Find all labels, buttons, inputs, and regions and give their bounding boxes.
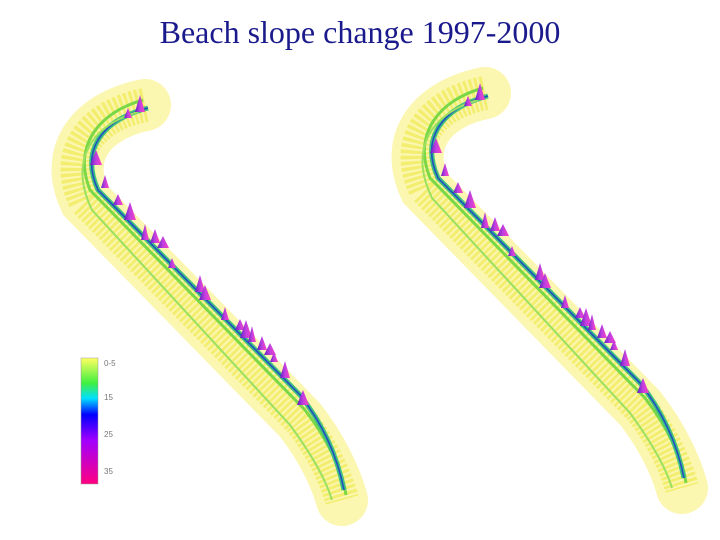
- slope-spike: [150, 229, 160, 243]
- slope-spikes: [90, 83, 649, 405]
- slope-spike: [597, 324, 607, 338]
- slope-spike: [575, 307, 585, 318]
- slope-spike: [157, 236, 169, 248]
- slope-spike: [280, 361, 290, 378]
- slope-spike: [199, 285, 211, 300]
- slope-spike: [497, 224, 509, 236]
- slope-spike: [464, 190, 476, 208]
- slope-spike: [561, 295, 569, 308]
- slope-spike: [580, 308, 592, 326]
- slope-spike: [539, 273, 551, 288]
- slope-spike: [297, 390, 309, 405]
- slope-spike: [135, 95, 145, 112]
- beach-model-2000: [418, 88, 686, 488]
- slope-spike: [90, 150, 102, 165]
- slope-spike: [430, 138, 442, 153]
- slope-spike: [588, 314, 596, 330]
- colorbar: [80, 357, 99, 485]
- slope-spike: [124, 108, 132, 118]
- slide-title: Beach slope change 1997-2000: [159, 14, 561, 50]
- slope-spike: [535, 263, 545, 280]
- colorbar-label: 25: [104, 430, 113, 439]
- slope-spike: [240, 320, 252, 338]
- slope-spike: [610, 340, 618, 350]
- slope-spike: [141, 224, 149, 240]
- beach-model-1997: [78, 100, 346, 500]
- slope-spike: [637, 378, 649, 393]
- slope-spike: [124, 202, 136, 220]
- slope-spike: [270, 352, 278, 362]
- colorbar-label: 0-5: [104, 359, 116, 368]
- slope-spike: [441, 163, 449, 176]
- slope-spike: [481, 212, 489, 228]
- slope-spike: [257, 336, 267, 350]
- slope-spike: [221, 307, 229, 320]
- slope-spike: [235, 319, 245, 330]
- slope-spike: [475, 83, 485, 100]
- slope-spike: [248, 326, 256, 342]
- slope-spike: [264, 343, 276, 355]
- slope-spike: [195, 275, 205, 292]
- slope-spike: [620, 349, 630, 366]
- slope-spike: [508, 246, 516, 256]
- colorbar-label: 15: [104, 393, 113, 402]
- slope-spike: [604, 331, 616, 343]
- slope-spike: [113, 194, 123, 205]
- slope-spike: [453, 182, 463, 193]
- slope-spike: [490, 217, 500, 231]
- slope-spike: [464, 96, 472, 106]
- colorbar-label: 35: [104, 467, 113, 476]
- slope-spike: [101, 175, 109, 188]
- slope-spike: [168, 258, 176, 268]
